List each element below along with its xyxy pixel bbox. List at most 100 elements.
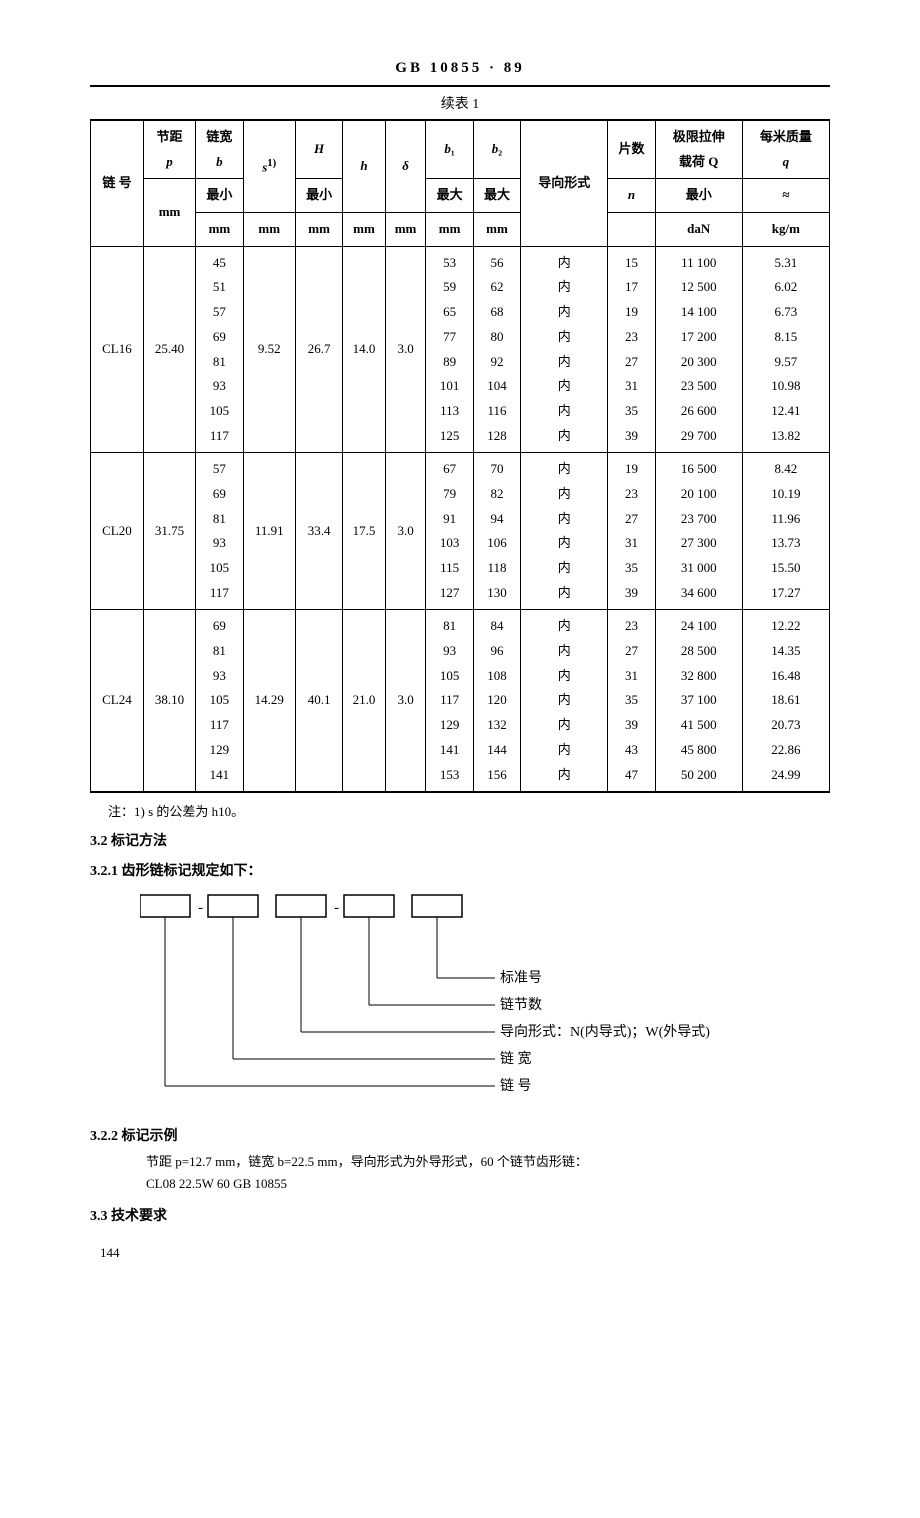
- table-note: 注：1) s 的公差为 h10。: [90, 801, 830, 820]
- example-line-2: CL08 22.5W 60 GB 10855: [90, 1173, 830, 1195]
- svg-text:标准号: 标准号: [500, 970, 542, 986]
- cell-b2: 70 82 94 106 118 130: [473, 453, 520, 610]
- section-3-2-title: 3.2 标记方法: [90, 834, 167, 849]
- cell-h: 14.0: [343, 246, 385, 453]
- th-mm-6: mm: [385, 213, 426, 247]
- cell-b1: 81 93 105 117 129 141 153: [426, 610, 473, 792]
- cell-q: 12.22 14.35 16.48 18.61 20.73 22.86 24.9…: [742, 610, 829, 792]
- cell-p: 31.75: [143, 453, 195, 610]
- cell-s: 11.91: [243, 453, 295, 610]
- th-chain-no: 链 号: [91, 120, 144, 246]
- example-line-1: 节距 p=12.7 mm，链宽 b=22.5 mm，导向形式为外导形式，60 个…: [90, 1151, 830, 1173]
- page-number: 144: [90, 1245, 830, 1261]
- th-min3: 最小: [655, 179, 742, 213]
- svg-text:链节数: 链节数: [500, 997, 542, 1013]
- cell-guide: 内 内 内 内 内 内 内 内: [521, 246, 608, 453]
- section-3-2-1-title: 3.2.1 齿形链标记规定如下：: [90, 864, 262, 879]
- th-max1: 最大: [426, 179, 473, 213]
- cell-b: 69 81 93 105 117 129 141: [196, 610, 243, 792]
- th-mm-8: mm: [473, 213, 520, 247]
- th-width-sym: b: [216, 154, 223, 169]
- th-b2: b₂: [473, 120, 520, 179]
- section-3-3-title: 3.3 技术要求: [90, 1209, 167, 1224]
- cell-p: 25.40: [143, 246, 195, 453]
- th-pitch: 节距 p: [143, 120, 195, 179]
- cell-b: 45 51 57 69 81 93 105 117: [196, 246, 243, 453]
- section-3-2-1: 3.2.1 齿形链标记规定如下：: [90, 860, 830, 880]
- th-max2: 最大: [473, 179, 520, 213]
- cell-guide: 内 内 内 内 内 内: [521, 453, 608, 610]
- cell-q: 5.31 6.02 6.73 8.15 9.57 10.98 12.41 13.…: [742, 246, 829, 453]
- cell-n: 23 27 31 35 39 43 47: [608, 610, 655, 792]
- th-H: H: [295, 120, 342, 179]
- cell-b1: 67 79 91 103 115 127: [426, 453, 473, 610]
- marking-diagram: - - 标准号 链节数 导向形式：N(内导式)；W(外导式) 链 宽 链 号: [140, 890, 830, 1115]
- cell-q: 8.42 10.19 11.96 13.73 15.50 17.27: [742, 453, 829, 610]
- th-width-label: 链宽: [206, 129, 232, 144]
- th-min: 最小: [196, 179, 243, 213]
- svg-text:链 宽: 链 宽: [500, 1050, 532, 1067]
- cell-b: 57 69 81 93 105 117: [196, 453, 243, 610]
- cell-Q: 16 500 20 100 23 700 27 300 31 000 34 60…: [655, 453, 742, 610]
- cell-no: CL16: [91, 246, 144, 453]
- cell-guide: 内 内 内 内 内 内 内: [521, 610, 608, 792]
- th-b1: b₁: [426, 120, 473, 179]
- th-load: 极限拉伸 载荷 Q: [655, 120, 742, 179]
- cell-Q: 11 100 12 500 14 100 17 200 20 300 23 50…: [655, 246, 742, 453]
- th-guide: 导向形式: [521, 120, 608, 246]
- section-3-2-2: 3.2.2 标记示例: [90, 1125, 830, 1145]
- th-blank: [608, 213, 655, 247]
- section-3-3: 3.3 技术要求: [90, 1205, 830, 1225]
- th-min2: 最小: [295, 179, 342, 213]
- section-3-2: 3.2 标记方法: [90, 830, 830, 850]
- th-mm-2: mm: [196, 213, 243, 247]
- cell-H: 33.4: [295, 453, 342, 610]
- th-delta: δ: [385, 120, 426, 213]
- cell-b1: 53 59 65 77 89 101 113 125: [426, 246, 473, 453]
- data-table: 链 号 节距 p 链宽 b s1) H h δ b₁ b₂ 导向形式 片数 极限…: [90, 119, 830, 793]
- th-h: h: [343, 120, 385, 213]
- th-n: n: [608, 179, 655, 213]
- cell-p: 38.10: [143, 610, 195, 792]
- cell-H: 40.1: [295, 610, 342, 792]
- cell-s: 9.52: [243, 246, 295, 453]
- th-s: s1): [243, 120, 295, 213]
- cell-b2: 56 62 68 80 92 104 116 128: [473, 246, 520, 453]
- cell-no: CL24: [91, 610, 144, 792]
- th-width: 链宽 b: [196, 120, 243, 179]
- svg-text:-: -: [198, 900, 203, 916]
- cell-h: 21.0: [343, 610, 385, 792]
- th-plates: 片数: [608, 120, 655, 179]
- th-mm-3: mm: [243, 213, 295, 247]
- cell-s: 14.29: [243, 610, 295, 792]
- standard-code: GB 10855 · 89: [90, 60, 830, 85]
- th-mm-7: mm: [426, 213, 473, 247]
- svg-text:-: -: [334, 900, 339, 916]
- svg-text:导向形式：N(内导式)；W(外导式): 导向形式：N(内导式)；W(外导式): [500, 1024, 710, 1040]
- cell-delta: 3.0: [385, 246, 426, 453]
- th-pitch-label: 节距: [157, 129, 183, 144]
- section-3-2-2-title: 3.2.2 标记示例: [90, 1129, 178, 1144]
- table-body: CL1625.4045 51 57 69 81 93 105 1179.5226…: [91, 246, 830, 792]
- example-block: 节距 p=12.7 mm，链宽 b=22.5 mm，导向形式为外导形式，60 个…: [90, 1151, 830, 1195]
- cell-delta: 3.0: [385, 453, 426, 610]
- cell-n: 19 23 27 31 35 39: [608, 453, 655, 610]
- th-mm-4: mm: [295, 213, 342, 247]
- th-mm-1: mm: [143, 179, 195, 246]
- cell-no: CL20: [91, 453, 144, 610]
- th-mass: 每米质量 q: [742, 120, 829, 179]
- cell-delta: 3.0: [385, 610, 426, 792]
- svg-text:链 号: 链 号: [500, 1078, 532, 1094]
- cell-b2: 84 96 108 120 132 144 156: [473, 610, 520, 792]
- th-daN: daN: [655, 213, 742, 247]
- th-kgm: kg/m: [742, 213, 829, 247]
- th-pitch-sym: p: [166, 154, 173, 169]
- cell-Q: 24 100 28 500 32 800 37 100 41 500 45 80…: [655, 610, 742, 792]
- th-approx: ≈: [742, 179, 829, 213]
- table-caption: 续表 1: [90, 93, 830, 113]
- cell-h: 17.5: [343, 453, 385, 610]
- cell-H: 26.7: [295, 246, 342, 453]
- cell-n: 15 17 19 23 27 31 35 39: [608, 246, 655, 453]
- th-mm-5: mm: [343, 213, 385, 247]
- header-rule: [90, 85, 830, 87]
